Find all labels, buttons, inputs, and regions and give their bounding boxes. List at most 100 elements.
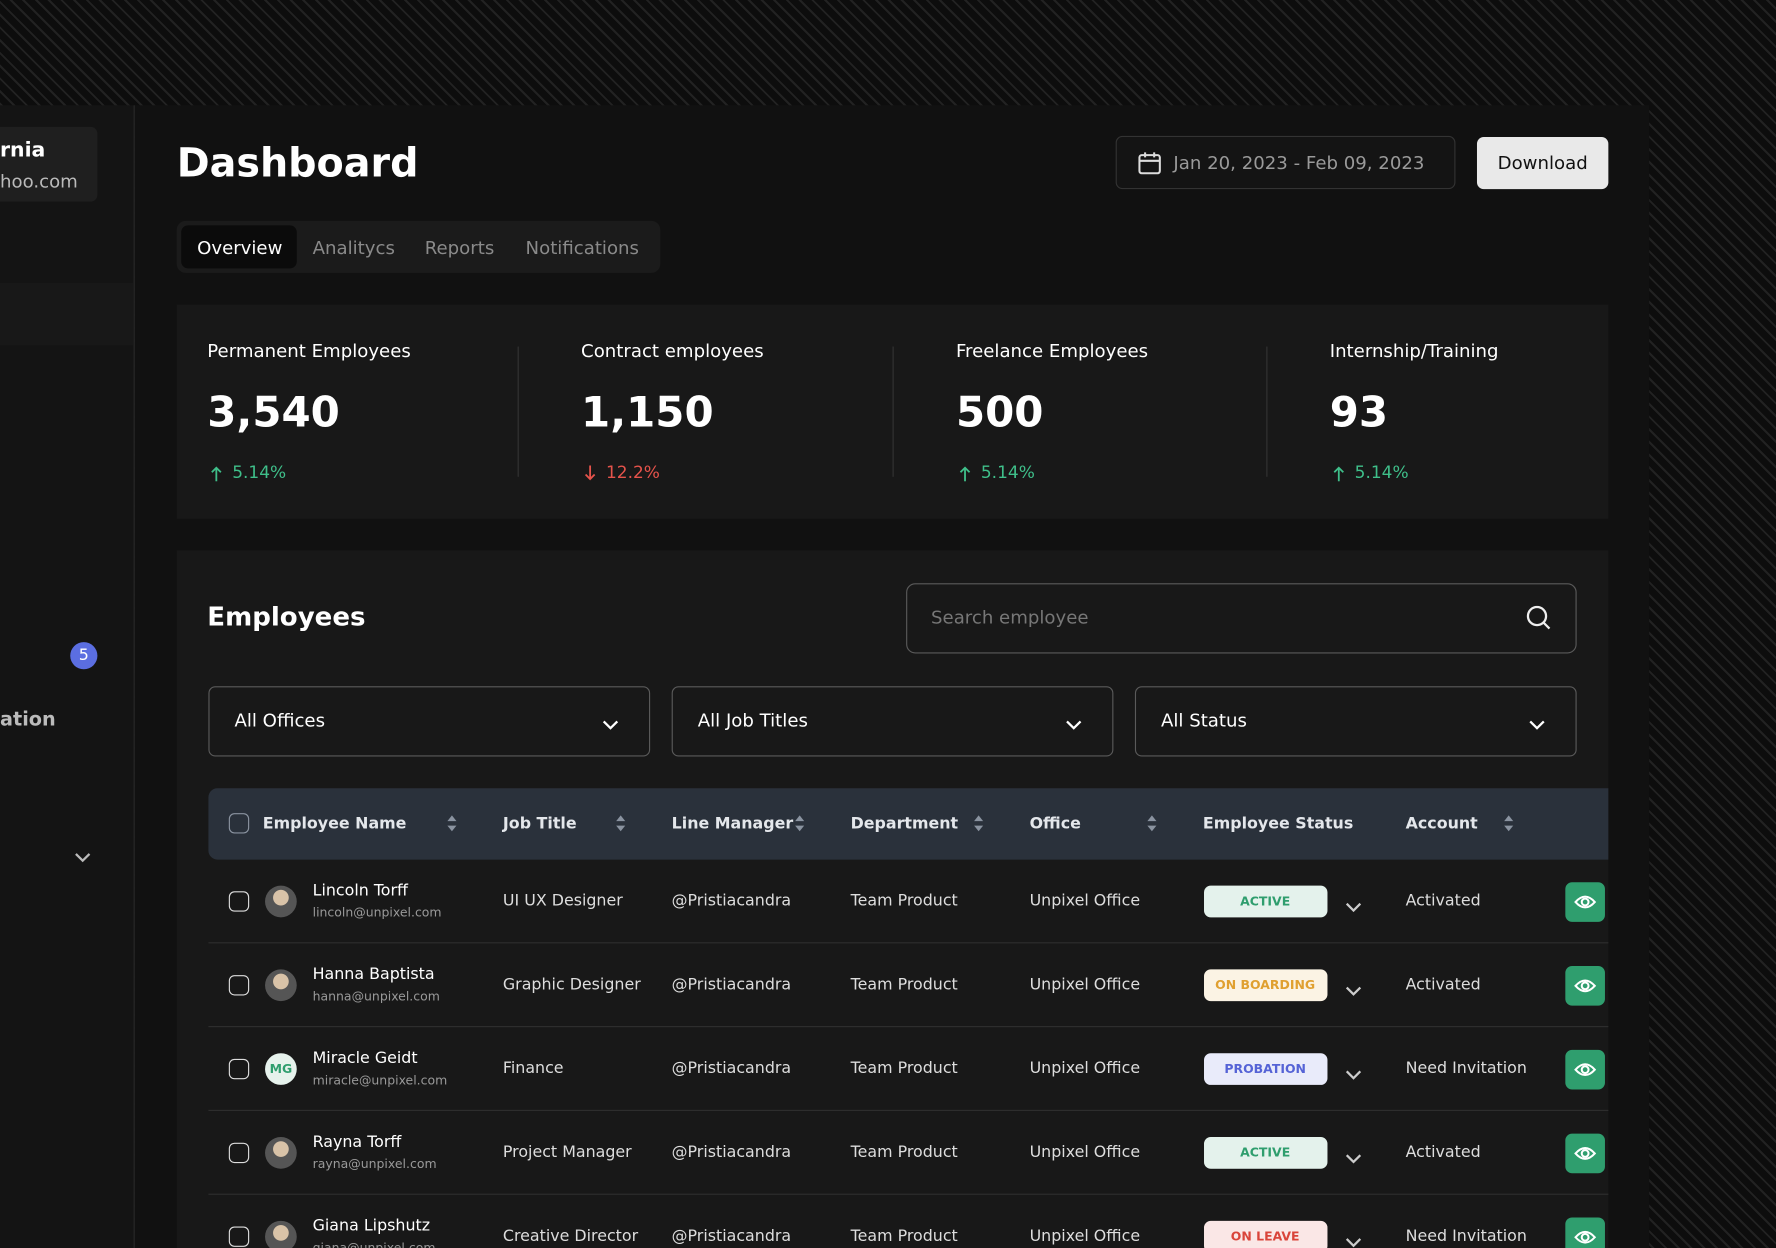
status: PROBATION: [1224, 1061, 1306, 1077]
row-checkbox[interactable]: [228, 1058, 250, 1080]
sort-icon: [794, 814, 805, 832]
tab[interactable]: Reports: [424, 237, 495, 259]
stat-change: 5.14%: [232, 462, 287, 483]
stat-label: Contract employees: [581, 340, 764, 362]
sort-icon: [1503, 814, 1514, 832]
view-button[interactable]: [1565, 1133, 1605, 1174]
account: Activated: [1405, 891, 1481, 911]
job-title: Graphic Designer: [502, 975, 641, 994]
filter-dropdown[interactable]: [671, 686, 1114, 757]
department: Team Product: [850, 975, 958, 994]
status-chevron: [1344, 1147, 1362, 1164]
filter-label: All Status: [1160, 709, 1247, 731]
badge: 5: [78, 646, 89, 665]
workspace-email: hoo.com: [0, 170, 78, 192]
row-checkbox[interactable]: [228, 891, 250, 912]
status-chevron: [1344, 896, 1362, 913]
status-tint: [1204, 1137, 1328, 1169]
filter-chevron: [1528, 713, 1546, 730]
status-chevron: [1344, 980, 1362, 996]
stat-label: Internship/Training: [1329, 340, 1499, 362]
badge-dot: [70, 642, 98, 670]
avatar: [265, 885, 297, 918]
sort-icon: [446, 814, 457, 832]
employees-card: [176, 550, 1609, 1248]
office: Unpixel Office: [1029, 1059, 1141, 1078]
row-checkbox[interactable]: [228, 975, 250, 996]
workspace-name: rnia: [0, 138, 46, 163]
department: Team Product: [850, 891, 958, 911]
tab[interactable]: Overview: [197, 237, 283, 259]
employee-email: rayna@unpixel.com: [312, 1156, 437, 1172]
status-pill: [1204, 885, 1328, 918]
employee-name: Lincoln Torff: [312, 881, 408, 900]
job-title: Project Manager: [502, 1143, 632, 1162]
row-checkbox[interactable]: [228, 1226, 250, 1247]
status: ACTIVE: [1240, 1145, 1291, 1161]
employee-email: miracle@unpixel.com: [312, 1072, 448, 1088]
filter-dropdown[interactable]: [1134, 686, 1577, 757]
status-tint: [1204, 885, 1328, 918]
column-header: Office: [1029, 814, 1081, 834]
line-manager: @Pristiacandra: [671, 1143, 792, 1162]
line-manager: @Pristiacandra: [671, 1059, 792, 1078]
download-label[interactable]: Download: [1497, 152, 1588, 174]
sidebar-item[interactable]: ation: [0, 708, 56, 732]
trend-arrow: [583, 464, 597, 481]
search-icon: [1526, 605, 1551, 630]
filter-chevron: [1065, 713, 1083, 730]
page-title: Dashboard: [176, 141, 419, 187]
stat-value: 3,540: [207, 388, 340, 437]
employee-email: hanna@unpixel.com: [312, 989, 440, 1004]
view-button[interactable]: [1565, 1217, 1605, 1248]
column-header: Employee Name: [262, 814, 407, 834]
column-header: Job Title: [502, 814, 577, 834]
view-button[interactable]: [1565, 966, 1605, 1006]
filter-dropdown[interactable]: [208, 686, 651, 757]
row-divider: [208, 1026, 1609, 1028]
workspace-card[interactable]: [0, 126, 98, 202]
view-button[interactable]: [1565, 1049, 1605, 1090]
header-checkbox[interactable]: [228, 813, 250, 834]
row-divider: [208, 1109, 1609, 1111]
date-picker[interactable]: [1115, 135, 1456, 190]
avatar-initials: MG: [269, 1061, 293, 1077]
status-chevron: [1344, 1231, 1362, 1248]
status: ON BOARDING: [1215, 977, 1316, 993]
view-button[interactable]: [1565, 882, 1605, 922]
account: Activated: [1405, 975, 1481, 994]
sort-icon: [1146, 814, 1157, 832]
tab[interactable]: Analitycs: [312, 237, 395, 259]
trend-arrow: [210, 464, 224, 482]
stat-divider: [892, 346, 894, 477]
column-header: Account: [1405, 814, 1478, 834]
department: Team Product: [850, 1059, 958, 1078]
employee-email: giana@unpixel.com: [312, 1240, 436, 1248]
download-button[interactable]: [1476, 137, 1609, 190]
tab[interactable]: Notifications: [525, 237, 639, 259]
column-header: Employee Status: [1202, 814, 1354, 834]
filter-chevron: [601, 713, 619, 730]
account: Activated: [1405, 1143, 1481, 1162]
section-title: Employees: [207, 602, 366, 633]
stat-value: 93: [1329, 388, 1389, 437]
employee-name: Hanna Baptista: [312, 965, 435, 984]
table-header: [208, 788, 1609, 860]
trend-arrow: [1332, 464, 1346, 482]
avatar: [265, 1053, 297, 1085]
job-title: UI UX Designer: [502, 891, 623, 911]
department: Team Product: [850, 1227, 958, 1246]
search-input[interactable]: [906, 583, 1577, 654]
employee-email: lincoln@unpixel.com: [312, 905, 442, 921]
tab-active: [181, 225, 297, 269]
office: Unpixel Office: [1029, 1227, 1141, 1246]
status-pill: [1204, 1053, 1328, 1085]
filter-label: All Job Titles: [697, 709, 808, 731]
sidebar: [0, 105, 135, 1248]
avatar: [265, 969, 297, 1002]
stat-divider: [517, 346, 519, 477]
row-checkbox[interactable]: [228, 1142, 250, 1164]
status-pill: [1204, 969, 1328, 1002]
